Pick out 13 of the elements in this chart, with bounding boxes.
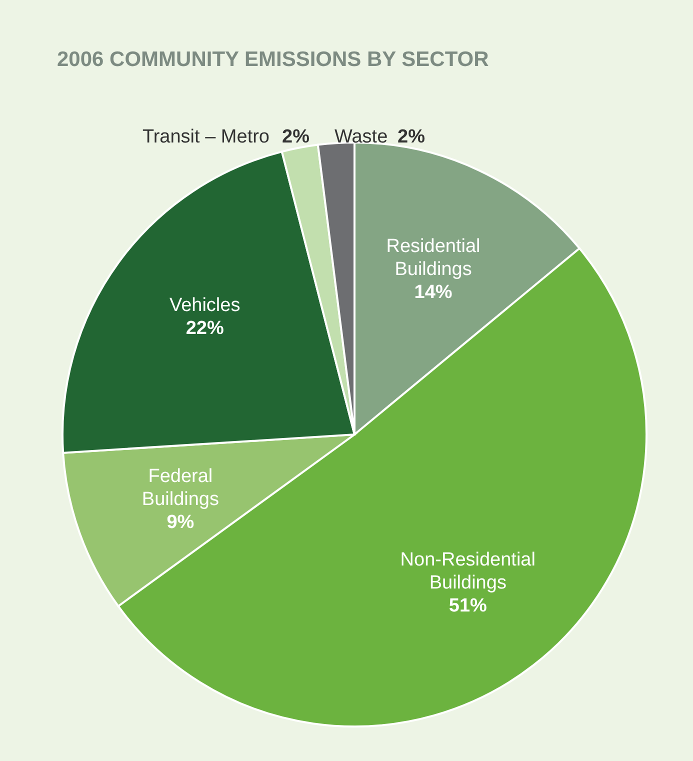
data-label: 51% [448, 596, 488, 617]
data-label: 2% [282, 126, 310, 148]
data-label: 22% [186, 318, 224, 339]
slice-label: Vehicles [169, 294, 240, 316]
slice-label: Transit – Metro [142, 126, 270, 148]
slice-label: Residential Buildings [386, 236, 480, 280]
data-label: 2% [398, 126, 426, 148]
slice-label: Waste [334, 126, 388, 148]
slice-label: Non-Residential Buildings [400, 550, 536, 594]
chart-title: 2006 COMMUNITY EMISSIONS BY SECTOR [57, 48, 489, 71]
slice-label: Federal Buildings [142, 466, 219, 510]
data-label: 14% [414, 282, 452, 304]
data-label: 9% [166, 512, 194, 534]
